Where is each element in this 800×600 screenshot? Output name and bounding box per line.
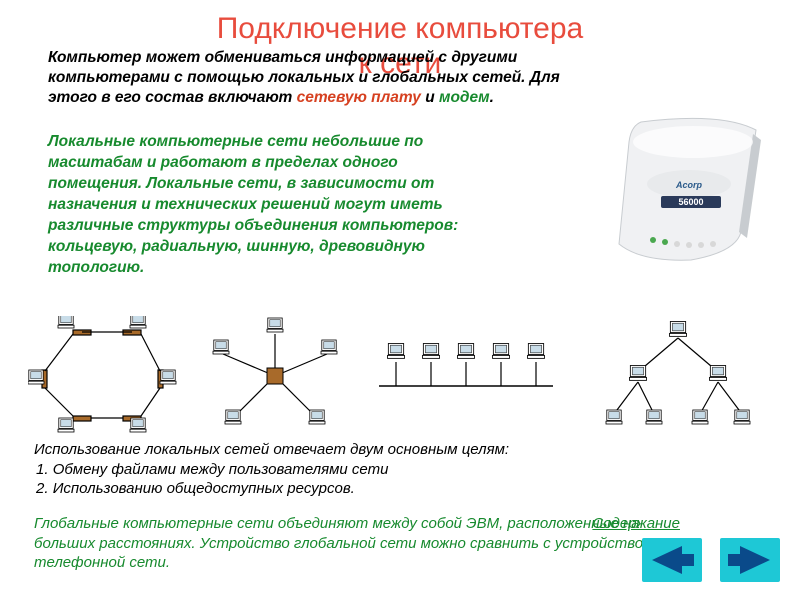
intro-highlight-2: модем: [439, 89, 490, 106]
lan-goal-1: Обмену файлами между пользователями сети: [36, 460, 654, 480]
wan-description: Глобальные компьютерные сети объединяют …: [34, 514, 654, 573]
ring-topology: [28, 316, 178, 436]
lan-goals: Использование локальных сетей отвечает д…: [34, 440, 654, 499]
lan-goals-lead: Использование локальных сетей отвечает д…: [34, 440, 654, 460]
star-topology: [205, 316, 345, 436]
tree-topology: [588, 316, 768, 436]
intro-and: и: [421, 89, 439, 106]
intro-suffix: .: [490, 89, 494, 106]
nav-buttons: [642, 538, 780, 582]
title-line-1: Подключение компьютера: [0, 12, 800, 47]
modem-image: Acorp 56000: [601, 112, 776, 267]
topology-diagrams: [28, 316, 768, 436]
intro-highlight-1: сетевую плату: [297, 89, 421, 106]
prev-button[interactable]: [642, 538, 702, 582]
svg-text:56000: 56000: [678, 197, 703, 207]
svg-text:Acorp: Acorp: [675, 180, 703, 190]
lan-goal-2: Использованию общедоступных ресурсов.: [36, 479, 654, 499]
lan-description: Локальные компьютерные сети небольшие по…: [48, 132, 478, 278]
lan-goals-list: Обмену файлами между пользователями сети…: [34, 460, 654, 499]
bus-topology: [371, 336, 561, 416]
intro-paragraph: Компьютер может обмениваться информацией…: [48, 48, 608, 108]
toc-link[interactable]: Содержание: [592, 515, 680, 532]
next-button[interactable]: [720, 538, 780, 582]
